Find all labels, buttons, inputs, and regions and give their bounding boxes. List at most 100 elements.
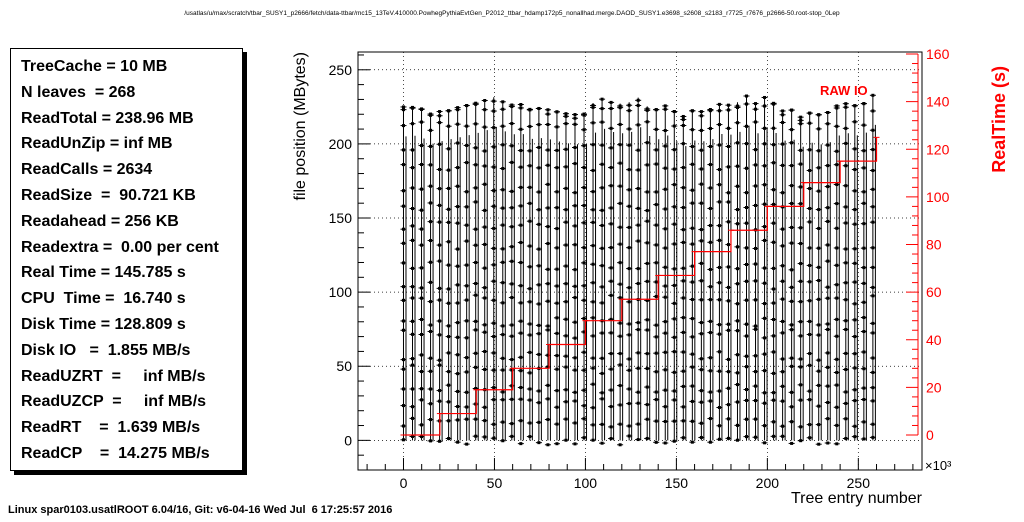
- data-marker: [708, 206, 712, 210]
- data-marker: [853, 147, 857, 151]
- data-marker: [456, 389, 460, 393]
- data-marker: [790, 108, 794, 112]
- data-marker: [672, 110, 676, 114]
- data-marker: [826, 296, 830, 300]
- data-marker: [763, 202, 767, 206]
- data-marker: [726, 403, 730, 407]
- data-marker: [519, 355, 523, 359]
- data-marker: [808, 111, 812, 115]
- data-marker: [438, 363, 442, 367]
- data-marker: [799, 122, 803, 126]
- data-marker: [681, 114, 685, 118]
- data-marker: [591, 438, 595, 442]
- data-marker: [654, 335, 658, 339]
- data-marker: [844, 298, 848, 302]
- data-marker: [844, 184, 848, 188]
- data-marker: [510, 434, 514, 438]
- data-marker: [817, 279, 821, 283]
- data-marker: [726, 357, 730, 361]
- data-marker: [690, 384, 694, 388]
- data-marker: [654, 294, 658, 298]
- data-marker: [717, 168, 721, 172]
- data-marker: [591, 168, 595, 172]
- data-marker: [492, 298, 496, 302]
- data-marker: [465, 104, 469, 108]
- data-marker: [564, 186, 568, 190]
- data-marker: [754, 354, 758, 358]
- data-marker: [492, 436, 496, 440]
- data-marker: [483, 367, 487, 371]
- data-marker: [510, 245, 514, 249]
- data-marker: [429, 128, 433, 132]
- data-marker: [853, 208, 857, 212]
- data-marker: [699, 298, 703, 302]
- data-marker: [411, 238, 415, 242]
- data-marker: [745, 246, 749, 250]
- data-marker: [772, 126, 776, 130]
- data-marker: [663, 441, 667, 445]
- data-marker: [681, 419, 685, 423]
- data-marker: [745, 398, 749, 402]
- data-marker: [808, 121, 812, 125]
- data-marker: [681, 186, 685, 190]
- data-marker: [438, 333, 442, 337]
- data-marker: [618, 261, 622, 265]
- data-marker: [555, 267, 559, 271]
- data-marker: [528, 421, 532, 425]
- data-marker: [754, 203, 758, 207]
- data-marker: [790, 441, 794, 445]
- data-marker: [483, 99, 487, 103]
- data-marker: [663, 104, 667, 108]
- data-marker: [420, 398, 424, 402]
- data-marker: [429, 323, 433, 327]
- data-marker: [555, 166, 559, 170]
- data-marker: [591, 300, 595, 304]
- data-marker: [456, 122, 460, 126]
- data-marker: [474, 186, 478, 190]
- data-marker: [871, 386, 875, 390]
- x-axis-label: Tree entry number: [791, 490, 923, 507]
- data-marker: [636, 366, 640, 370]
- data-marker: [672, 183, 676, 187]
- data-marker: [663, 129, 667, 133]
- data-marker: [726, 436, 730, 440]
- data-marker: [781, 120, 785, 124]
- data-marker: [735, 184, 739, 188]
- data-marker: [447, 186, 451, 190]
- data-marker: [573, 243, 577, 247]
- data-marker: [492, 351, 496, 355]
- data-marker: [582, 284, 586, 288]
- data-marker: [808, 220, 812, 224]
- data-marker: [555, 389, 559, 393]
- data-marker: [672, 148, 676, 152]
- data-marker: [754, 262, 758, 266]
- footer-version: Linux spar0103.usatlROOT 6.04/16, Git: v…: [8, 504, 393, 516]
- data-marker: [420, 187, 424, 191]
- data-marker: [808, 280, 812, 284]
- data-marker: [546, 267, 550, 271]
- data-marker: [492, 145, 496, 149]
- data-marker: [474, 365, 478, 369]
- data-marker: [871, 356, 875, 360]
- data-marker: [618, 363, 622, 367]
- data-marker: [772, 161, 776, 165]
- data-marker: [618, 201, 622, 205]
- data-marker: [537, 283, 541, 287]
- data-marker: [708, 417, 712, 421]
- data-marker: [627, 402, 631, 406]
- data-marker: [609, 388, 613, 392]
- data-marker: [609, 184, 613, 188]
- data-marker: [483, 405, 487, 409]
- data-marker: [465, 319, 469, 323]
- stat-line: Disk IO = 1.855 MB/s: [21, 341, 191, 359]
- data-marker: [808, 206, 812, 210]
- data-marker: [501, 247, 505, 251]
- data-marker: [726, 243, 730, 247]
- data-marker: [654, 148, 658, 152]
- data-marker: [483, 296, 487, 300]
- data-marker: [510, 103, 514, 107]
- data-marker: [456, 106, 460, 110]
- data-marker: [826, 351, 830, 355]
- data-marker: [564, 282, 568, 286]
- data-marker: [618, 334, 622, 338]
